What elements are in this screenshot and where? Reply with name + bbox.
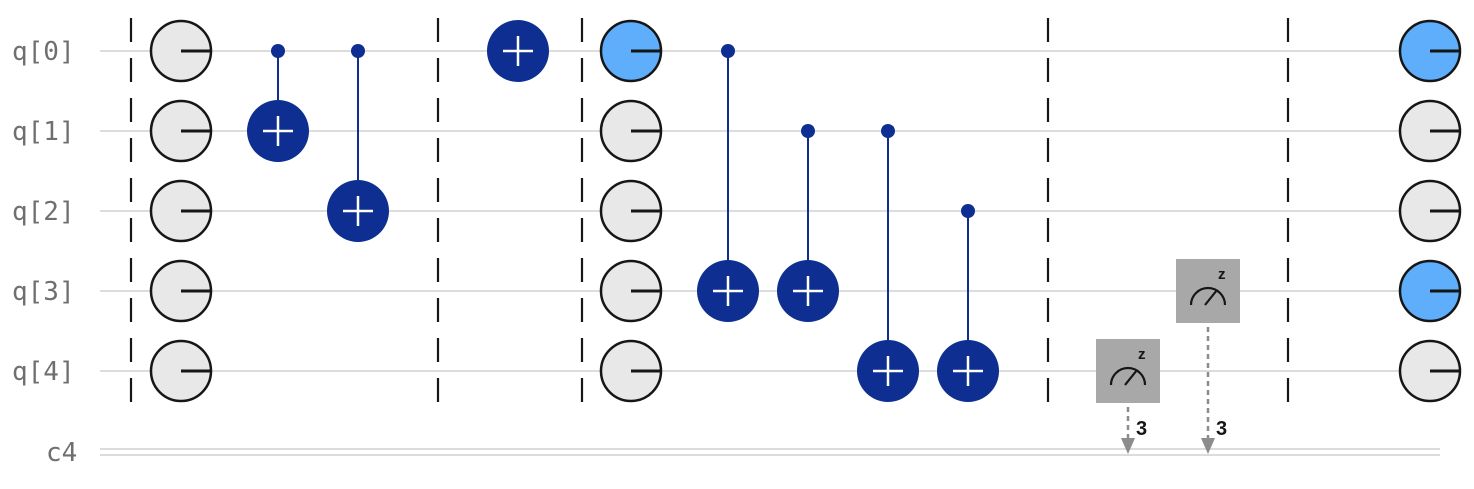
cnot-control-dot-0 (271, 44, 285, 58)
cnot-control-dot-1 (351, 44, 365, 58)
cnot-target-3 (697, 260, 759, 322)
measure-bit-label: 3 (1216, 418, 1227, 440)
measure-gate-0: z (1096, 339, 1160, 403)
state-col1-q1 (1398, 99, 1462, 163)
qubit-label-0: q[0] (12, 37, 75, 67)
cnot-target-6 (937, 340, 999, 402)
cnot-control-dot-3 (721, 44, 735, 58)
x-gate-2 (487, 20, 549, 82)
state-col0-q4 (599, 339, 663, 403)
measure-arrowhead-icon (1121, 438, 1135, 454)
state-col0-q2 (599, 179, 663, 243)
labels-layer: q[0] q[1] q[2] q[3] q[4] c4 (12, 37, 77, 468)
measure-basis-label: z (1138, 346, 1146, 363)
initial-state-q3 (149, 259, 213, 323)
measure-bit-label: 3 (1136, 418, 1147, 440)
meter-needle-icon (1124, 369, 1138, 386)
state-col1-q4 (1398, 339, 1462, 403)
state-col1-q0 (1398, 19, 1462, 83)
state-col1-q3 (1398, 259, 1462, 323)
connectors-layer (277, 51, 1215, 454)
cnot-target-4 (777, 260, 839, 322)
state-col0-q3 (599, 259, 663, 323)
cnot-control-dot-5 (881, 124, 895, 138)
wires-layer (100, 50, 1440, 456)
meter-needle-icon (1204, 289, 1218, 306)
cnot-control-dot-4 (801, 124, 815, 138)
qubit-label-2: q[2] (12, 197, 75, 227)
classical-label: c4 (46, 438, 77, 468)
initial-state-q0 (149, 19, 213, 83)
state-col1-q2 (1398, 179, 1462, 243)
meter-arc-icon (1109, 366, 1147, 386)
cnot-control-dot-6 (961, 204, 975, 218)
measure-basis-label: z (1218, 266, 1226, 283)
meter-arc-icon (1189, 286, 1227, 306)
barriers-layer (129, 18, 1290, 406)
qubit-label-1: q[1] (12, 117, 75, 147)
cnot-target-5 (857, 340, 919, 402)
gates-layer: z 3 z 3 (149, 19, 1462, 440)
initial-state-q1 (149, 99, 213, 163)
qubit-label-3: q[3] (12, 277, 75, 307)
state-col0-q0 (599, 19, 663, 83)
state-col0-q1 (599, 99, 663, 163)
initial-state-q2 (149, 179, 213, 243)
cnot-target-1 (327, 180, 389, 242)
measure-gate-1: z (1176, 259, 1240, 323)
initial-state-q4 (149, 339, 213, 403)
measure-arrowhead-icon (1201, 438, 1215, 454)
cnot-target-0 (247, 100, 309, 162)
qubit-label-4: q[4] (12, 357, 75, 387)
